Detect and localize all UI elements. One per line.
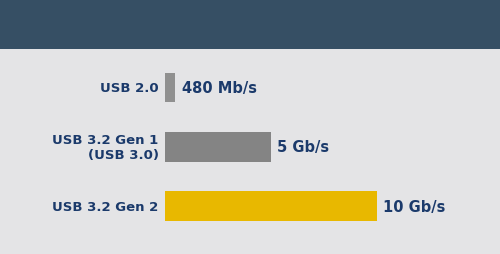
Text: USB 3.2 Gen 2: USB 3.2 Gen 2 bbox=[52, 200, 158, 213]
Text: 480 Mb/s: 480 Mb/s bbox=[182, 81, 256, 96]
Text: 10 Gb/s: 10 Gb/s bbox=[383, 199, 446, 214]
Text: USB 2.0: USB 2.0 bbox=[100, 82, 158, 95]
Bar bbox=[165, 192, 376, 221]
Text: USB 3.2 Gen 1
(USB 3.0): USB 3.2 Gen 1 (USB 3.0) bbox=[52, 133, 158, 161]
Text: 5 Gb/s: 5 Gb/s bbox=[277, 140, 329, 155]
Bar bbox=[165, 74, 175, 103]
Bar bbox=[165, 133, 271, 162]
